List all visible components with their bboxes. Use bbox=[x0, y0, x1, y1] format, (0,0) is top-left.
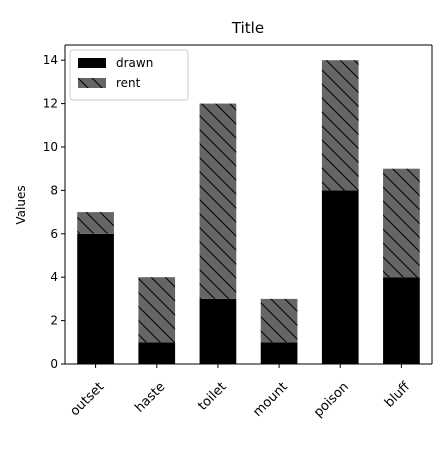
x-tick-label-outset: outset bbox=[68, 380, 108, 420]
bar-rent-toilet bbox=[199, 103, 237, 299]
chart-title: Title bbox=[231, 19, 264, 37]
bar-drawn-bluff bbox=[383, 277, 420, 364]
plot-area: outset haste toilet mount poison bluff 0 2 4 6 8 10… bbox=[43, 44, 433, 421]
y-tick-label-0: 0 bbox=[50, 357, 58, 371]
bar-rent-mount bbox=[260, 298, 298, 343]
y-tick-label-2: 2 bbox=[50, 314, 58, 328]
x-tick-label-haste: haste bbox=[132, 380, 168, 416]
bar-drawn-outset bbox=[77, 233, 114, 364]
bar-drawn-haste bbox=[138, 342, 176, 364]
bar-drawn-mount bbox=[260, 342, 298, 364]
bar-rent-outset bbox=[77, 212, 114, 234]
y-tick-label-10: 10 bbox=[43, 140, 58, 154]
y-tick-label-12: 12 bbox=[43, 97, 58, 111]
y-tick-label-8: 8 bbox=[50, 183, 58, 197]
bar-rent-haste bbox=[138, 277, 176, 343]
bar-drawn-poison bbox=[321, 190, 359, 364]
bar-drawn-toilet bbox=[199, 298, 237, 364]
legend-label-drawn: drawn bbox=[116, 56, 153, 70]
legend-label-rent: rent bbox=[116, 76, 141, 90]
y-axis-title: Values bbox=[14, 185, 28, 224]
legend-swatch-drawn bbox=[78, 58, 106, 68]
bar-rent-poison bbox=[321, 60, 359, 191]
y-tick-label-14: 14 bbox=[43, 53, 58, 67]
y-tick-label-6: 6 bbox=[50, 227, 58, 241]
x-tick-label-toilet: toilet bbox=[195, 380, 229, 414]
x-tick-label-poison: poison bbox=[311, 380, 352, 421]
legend-swatch-rent bbox=[78, 78, 106, 88]
x-tick-label-mount: mount bbox=[250, 380, 290, 420]
y-tick-label-4: 4 bbox=[50, 270, 58, 284]
bar-rent-bluff bbox=[383, 168, 420, 278]
x-tick-label-bluff: bluff bbox=[382, 379, 414, 411]
